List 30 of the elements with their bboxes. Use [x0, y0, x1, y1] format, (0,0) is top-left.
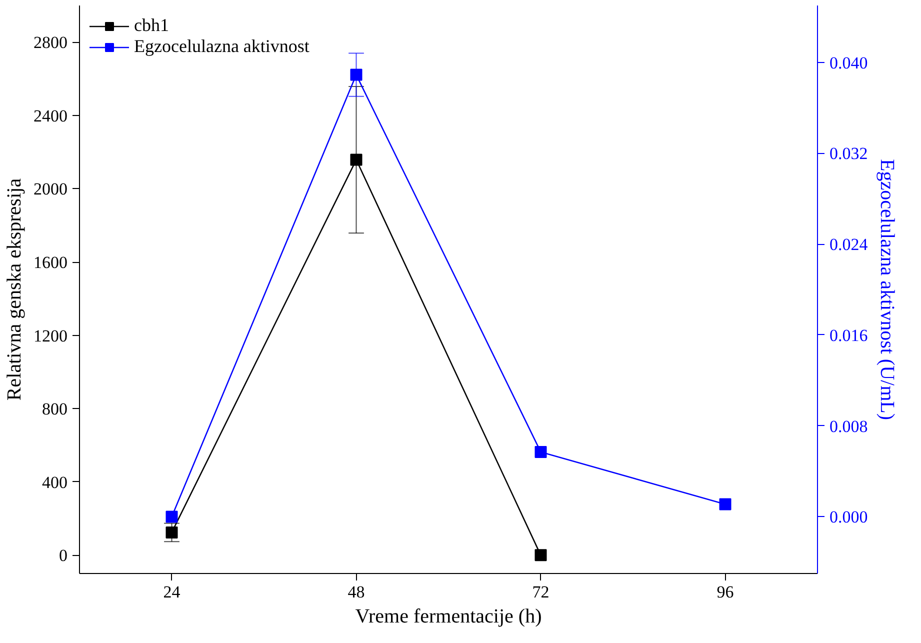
x-tick-label: 48: [348, 582, 365, 602]
y-axis-title: Relativna genska ekspresija: [4, 178, 26, 401]
point: [719, 498, 732, 510]
y-tick-label: 1600: [34, 253, 68, 272]
x-tick-label: 96: [716, 582, 734, 602]
x-tick-label: 72: [532, 582, 550, 602]
y-tick-label: 1200: [34, 326, 68, 346]
y2-tick-label: 0.000: [830, 508, 868, 527]
x-tick-label: 24: [163, 582, 181, 602]
y2-tick-label: 0.040: [830, 53, 868, 72]
y-tick-label: 400: [42, 472, 68, 492]
legend-label: Egzocelulazna aktivnost: [134, 36, 310, 57]
y-tick-label: 800: [42, 400, 68, 419]
point: [166, 526, 178, 538]
point: [534, 446, 547, 458]
y2-tick-label: 0.008: [830, 416, 868, 436]
point: [350, 68, 362, 81]
point: [166, 510, 178, 523]
y2-axis-title: Egzocelulazna aktivnost (U/mL): [876, 158, 898, 420]
y2-tick-label: 0.024: [830, 235, 868, 254]
y-tick-label: 2400: [34, 106, 68, 126]
legend-label: cbh1: [134, 15, 169, 36]
y2-tick-label: 0.032: [830, 144, 868, 164]
point: [350, 154, 362, 166]
y2-tick-label: 0.016: [830, 326, 868, 345]
x-axis-title: Vreme fermentacije (h): [355, 606, 542, 628]
y-tick-label: 0: [59, 546, 68, 566]
y-tick-label: 2800: [34, 33, 68, 52]
point: [534, 549, 547, 562]
y-tick-label: 2000: [34, 180, 68, 199]
